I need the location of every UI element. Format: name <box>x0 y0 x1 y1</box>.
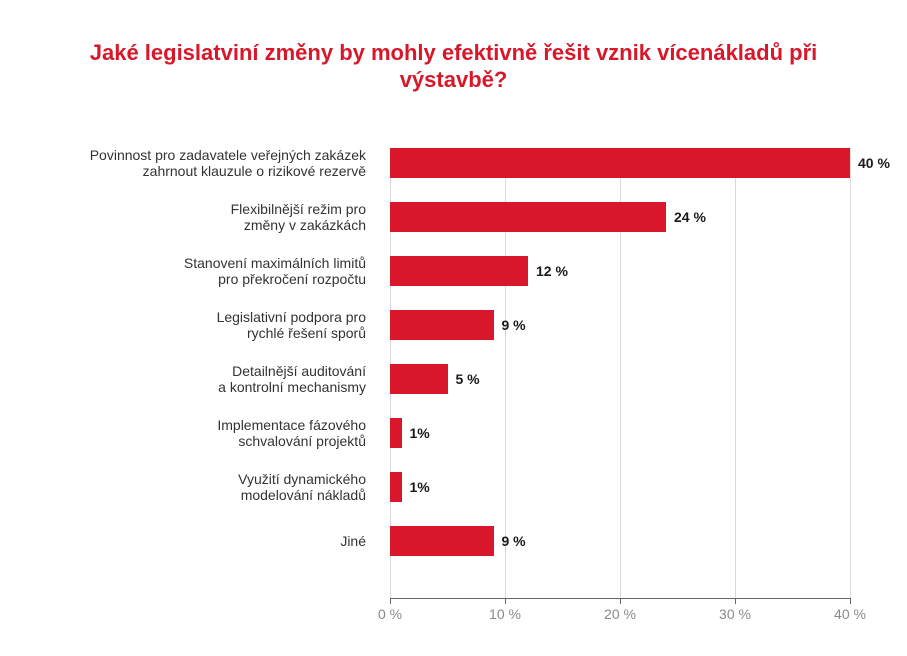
value-label: 9 % <box>502 317 526 333</box>
bar <box>390 526 494 556</box>
bar <box>390 310 494 340</box>
category-label: Implementace fázového schvalování projek… <box>16 417 378 449</box>
bar <box>390 364 448 394</box>
category-label: Legislativní podpora pro rychlé řešení s… <box>16 309 378 341</box>
value-label: 1% <box>410 479 430 495</box>
category-label: Flexibilnější režim pro změny v zakázkác… <box>16 201 378 233</box>
bar-row: Využití dynamického modelování nákladů1% <box>390 472 850 502</box>
category-label: Povinnost pro zadavatele veřejných zakáz… <box>16 147 378 179</box>
x-tick-label: 40 % <box>834 606 866 622</box>
x-tick-label: 30 % <box>719 606 751 622</box>
chart-plot-area: 0 %10 %20 %30 %40 %Povinnost pro zadavat… <box>390 148 850 598</box>
bar-row: Jiné9 % <box>390 526 850 556</box>
category-label: Stanovení maximálních limitů pro překroč… <box>16 255 378 287</box>
x-tick-mark <box>620 598 621 604</box>
value-label: 24 % <box>674 209 706 225</box>
value-label: 12 % <box>536 263 568 279</box>
value-label: 1% <box>410 425 430 441</box>
bar-row: Legislativní podpora pro rychlé řešení s… <box>390 310 850 340</box>
x-tick-mark <box>505 598 506 604</box>
bar <box>390 256 528 286</box>
x-grid-line <box>850 148 851 598</box>
value-label: 9 % <box>502 533 526 549</box>
x-tick-label: 20 % <box>604 606 636 622</box>
bar <box>390 202 666 232</box>
category-label: Detailnější auditování a kontrolní mecha… <box>16 363 378 395</box>
bar <box>390 418 402 448</box>
value-label: 40 % <box>858 155 890 171</box>
x-tick-mark <box>735 598 736 604</box>
x-tick-label: 10 % <box>489 606 521 622</box>
bar-row: Povinnost pro zadavatele veřejných zakáz… <box>390 148 850 178</box>
bar <box>390 472 402 502</box>
x-tick-mark <box>850 598 851 604</box>
category-label: Jiné <box>16 533 378 549</box>
bar-row: Flexibilnější režim pro změny v zakázkác… <box>390 202 850 232</box>
x-tick-label: 0 % <box>378 606 402 622</box>
x-tick-mark <box>390 598 391 604</box>
bar <box>390 148 850 178</box>
bar-row: Detailnější auditování a kontrolní mecha… <box>390 364 850 394</box>
category-label: Využití dynamického modelování nákladů <box>16 471 378 503</box>
bar-row: Implementace fázového schvalování projek… <box>390 418 850 448</box>
bar-row: Stanovení maximálních limitů pro překroč… <box>390 256 850 286</box>
chart-title: Jaké legislatviní změny by mohly efektiv… <box>0 18 907 93</box>
value-label: 5 % <box>456 371 480 387</box>
chart-container: Jaké legislatviní změny by mohly efektiv… <box>0 18 907 656</box>
